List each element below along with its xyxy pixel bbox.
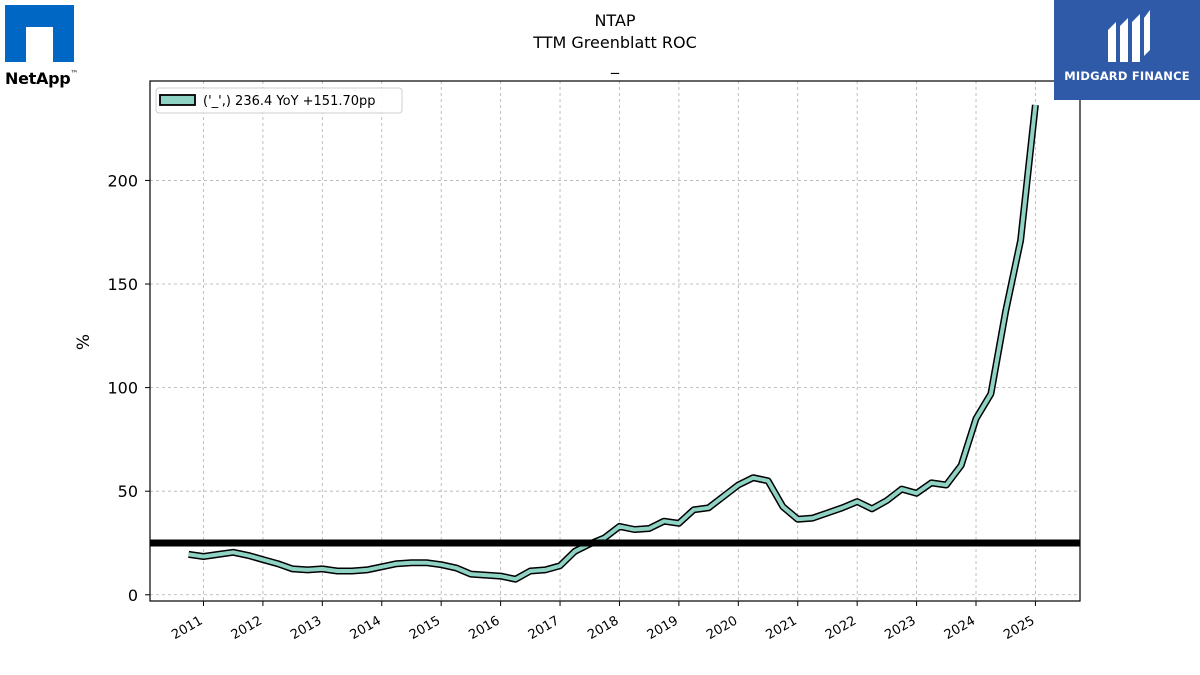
x-tick-label: 2018: [585, 613, 621, 643]
legend-swatch: [159, 94, 196, 106]
x-tick-label: 2011: [169, 613, 205, 643]
series-line-outline: [188, 104, 1039, 583]
axis-ticks: 0 50 100 150 200 2011 2012 2013 2014 2015 2016 2017…: [107, 171, 1037, 643]
netapp-logo: NetApp™: [5, 5, 85, 95]
y-tick-label: 100: [107, 379, 138, 398]
legend-box: [155, 87, 403, 114]
midgard-wordmark: MIDGARD FINANCE: [1064, 69, 1190, 83]
midgard-mark-icon: [1108, 10, 1150, 62]
x-tick-label: 2017: [526, 613, 562, 643]
x-tick-label: 2025: [1001, 613, 1037, 643]
x-tick-label: 2012: [229, 613, 265, 643]
chart-subtitle: TTM Greenblatt ROC: [532, 33, 697, 52]
x-tick-label: 2022: [823, 613, 859, 643]
y-tick-label: 0: [128, 586, 138, 605]
grid: [150, 81, 1080, 601]
chart-title: NTAP: [594, 11, 635, 30]
y-tick-label: 150: [107, 275, 138, 294]
legend: ('_',) 236.4 YoY +151.70pp: [155, 87, 403, 114]
x-tick-label: 2016: [466, 613, 502, 643]
y-axis-label: %: [74, 334, 94, 350]
x-tick-label: 2023: [882, 613, 918, 643]
midgard-finance-logo: MIDGARD FINANCE: [1054, 0, 1200, 100]
chart-subtitle-2: _: [610, 55, 620, 75]
y-tick-label: 50: [118, 482, 138, 501]
y-tick-label: 200: [107, 171, 138, 190]
legend-label: ('_',) 236.4 YoY +151.70pp: [203, 94, 376, 109]
netapp-name: NetApp: [5, 69, 71, 88]
netapp-mark-icon: [5, 5, 74, 62]
x-tick-label: 2019: [645, 613, 681, 643]
x-tick-label: 2014: [348, 613, 384, 643]
series-line: [188, 104, 1038, 582]
netapp-wordmark: NetApp™: [5, 69, 78, 88]
series-layer: [188, 104, 1039, 583]
x-tick-label: 2015: [407, 613, 443, 643]
plot-frame: [149, 80, 1081, 602]
x-tick-label: 2021: [764, 613, 800, 643]
x-tick-label: 2020: [704, 613, 740, 643]
netapp-tm: ™: [70, 69, 79, 78]
x-tick-label: 2013: [288, 613, 324, 643]
x-tick-label: 2024: [942, 613, 978, 643]
